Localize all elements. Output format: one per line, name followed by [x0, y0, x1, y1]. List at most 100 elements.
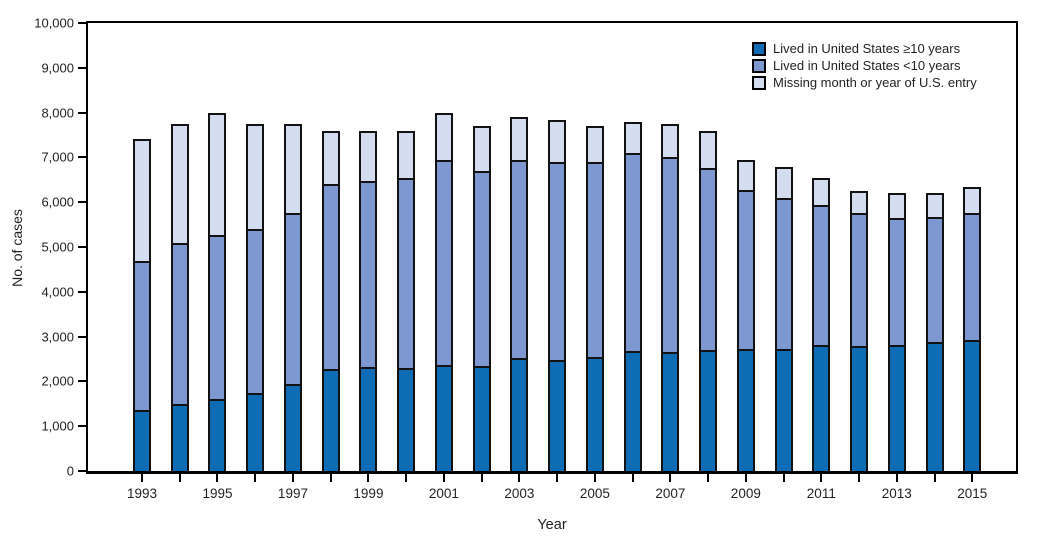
x-tick-label: 1995 — [202, 486, 233, 501]
y-tick-label: 8,000 — [41, 105, 74, 121]
bar-segment-1995-series2 — [208, 112, 227, 235]
bar-segment-2014-series2 — [925, 193, 944, 217]
bar-segment-2010-series0 — [774, 348, 793, 471]
bar-segment-1993-series0 — [133, 410, 151, 471]
y-tick-label: 10,000 — [34, 15, 74, 31]
bar-segment-2000-series0 — [397, 368, 416, 471]
bar-segment-1997-series1 — [283, 213, 302, 384]
x-axis-title: Year — [537, 517, 567, 533]
y-tick-label: 6,000 — [41, 194, 74, 210]
x-tick — [367, 474, 370, 482]
bar-segment-2002-series0 — [472, 366, 491, 471]
bar-segment-2015-series1 — [963, 212, 982, 340]
x-tick — [442, 474, 445, 482]
x-tick — [254, 474, 257, 482]
bar-segment-2005-series2 — [585, 126, 604, 162]
bar-segment-2005-series0 — [585, 356, 604, 471]
bar-2015 — [963, 186, 982, 471]
y-tick — [78, 335, 86, 338]
bar-segment-2008-series2 — [699, 130, 718, 168]
bar-1998 — [321, 130, 340, 471]
bar-1994 — [170, 123, 189, 471]
legend-label: Lived in United States ≥10 years — [773, 41, 961, 56]
bar-segment-2002-series2 — [472, 126, 491, 171]
x-tick — [820, 474, 823, 482]
x-tick-label: 2001 — [428, 486, 459, 501]
bar-1999 — [359, 130, 378, 471]
y-tick-label: 1,000 — [41, 418, 74, 434]
bar-2012 — [850, 191, 869, 471]
bar-segment-1994-series2 — [170, 123, 189, 244]
x-tick — [141, 474, 143, 482]
bar-2010 — [774, 167, 793, 471]
x-tick — [291, 474, 294, 482]
bar-1997 — [283, 123, 302, 471]
bar-segment-1999-series0 — [359, 366, 378, 471]
bar-segment-2012-series0 — [850, 345, 869, 471]
bar-segment-2006-series0 — [623, 350, 642, 471]
bar-2007 — [661, 123, 680, 471]
bar-segment-2001-series0 — [434, 365, 453, 471]
bar-segment-2000-series2 — [397, 130, 416, 178]
legend: Lived in United States ≥10 years Lived in… — [752, 40, 977, 91]
bar-segment-2000-series1 — [397, 177, 416, 369]
x-tick — [895, 474, 898, 482]
bar-segment-1999-series1 — [359, 180, 378, 367]
bar-segment-2015-series2 — [963, 186, 982, 213]
legend-item-0: Lived in United States ≥10 years — [752, 40, 977, 57]
x-tick-label: 2007 — [655, 486, 686, 501]
bar-segment-1994-series1 — [170, 243, 189, 404]
bar-segment-1997-series0 — [283, 383, 302, 471]
legend-swatch-icon — [752, 41, 766, 56]
x-tick — [405, 474, 408, 482]
x-tick — [858, 474, 861, 482]
legend-swatch-icon — [752, 58, 766, 73]
bar-segment-2003-series0 — [510, 358, 529, 471]
bar-segment-1996-series1 — [246, 229, 265, 393]
y-tick — [78, 156, 86, 159]
bar-segment-2013-series1 — [887, 218, 906, 346]
bar-2002 — [472, 126, 491, 471]
x-tick — [518, 474, 521, 482]
bar-segment-2007-series2 — [661, 123, 680, 158]
bar-2000 — [397, 130, 416, 471]
bar-segment-2004-series2 — [548, 120, 567, 162]
legend-swatch-icon — [752, 75, 766, 90]
x-tick — [669, 474, 672, 482]
bar-segment-2001-series1 — [434, 159, 453, 366]
legend-label: Missing month or year of U.S. entry — [773, 75, 977, 90]
bar-segment-1999-series2 — [359, 130, 378, 181]
bar-segment-2006-series2 — [623, 121, 642, 153]
x-tick-label: 1993 — [126, 486, 158, 501]
bar-segment-2005-series1 — [585, 161, 604, 357]
bar-segment-1995-series1 — [208, 234, 227, 400]
bar-segment-2011-series2 — [812, 177, 831, 206]
bar-segment-2004-series1 — [548, 161, 567, 360]
bar-segment-1995-series0 — [208, 399, 227, 471]
x-tick — [216, 474, 219, 482]
x-tick — [480, 474, 483, 482]
x-tick — [744, 474, 747, 482]
bar-segment-2009-series2 — [736, 159, 755, 190]
bar-2011 — [812, 177, 831, 471]
bar-segment-1994-series0 — [170, 403, 189, 471]
bar-segment-1997-series2 — [283, 123, 302, 214]
bar-2001 — [434, 112, 453, 471]
bar-segment-2015-series0 — [963, 339, 982, 471]
bar-2005 — [585, 126, 604, 471]
x-tick-label: 2015 — [957, 486, 988, 501]
x-tick — [707, 474, 710, 482]
x-tick-label: 2003 — [504, 486, 535, 501]
bar-segment-1993-series1 — [133, 261, 151, 411]
bar-segment-2013-series2 — [887, 193, 906, 219]
bar-segment-2009-series1 — [736, 189, 755, 350]
bar-segment-2012-series1 — [850, 212, 869, 346]
bar-segment-2013-series0 — [887, 345, 906, 471]
x-tick-label: 2005 — [579, 486, 610, 501]
bar-segment-1998-series0 — [321, 368, 340, 471]
x-tick-label: 2011 — [806, 486, 836, 501]
bar-segment-1996-series2 — [246, 123, 265, 230]
x-tick — [593, 474, 596, 482]
bar-segment-1993-series2 — [133, 139, 151, 262]
bar-2009 — [736, 159, 755, 471]
